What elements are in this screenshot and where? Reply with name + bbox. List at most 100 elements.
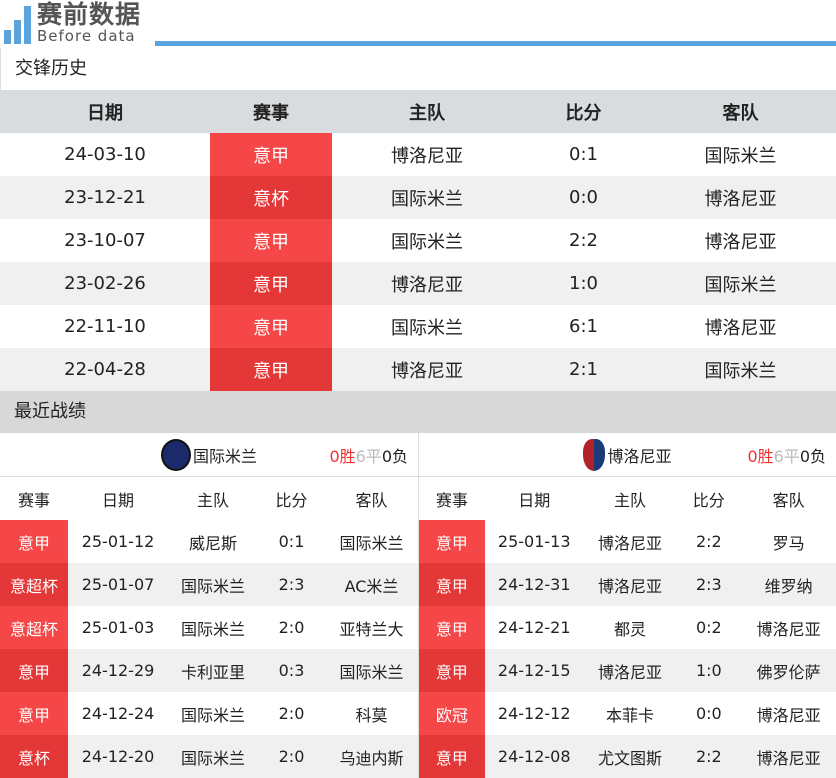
- away-team-cell: 国际米兰: [704, 145, 777, 167]
- divider: [155, 41, 836, 46]
- column-header: 主队: [409, 102, 445, 124]
- bar-chart-icon: [4, 4, 31, 44]
- date-cell: 24-12-15: [497, 661, 571, 680]
- table-row: 意超杯 25-01-07 国际米兰 2:3 AC米兰: [0, 563, 418, 606]
- column-header: 赛事: [435, 490, 468, 510]
- competition-cell: 意甲: [210, 133, 332, 176]
- team-name: 博洛尼亚: [607, 446, 672, 466]
- home-team-cell: 本菲卡: [605, 705, 654, 725]
- date-cell: 23-12-21: [64, 187, 146, 208]
- table-row: 意甲 24-12-29 卡利亚里 0:3 国际米兰: [0, 649, 418, 692]
- score-cell: 0:0: [695, 704, 722, 723]
- score-cell: 6:1: [569, 316, 598, 337]
- team-header: 国际米兰 0胜6平0负: [0, 433, 418, 477]
- table-row: 24-03-10 意甲 博洛尼亚 0:1 国际米兰: [0, 133, 836, 176]
- team-crest-icon: [160, 438, 191, 471]
- away-team-cell: 博洛尼亚: [704, 188, 777, 210]
- team-panel: 博洛尼亚 0胜6平0负 赛事 日期 主队 比分 客队 意甲 25-01-13 博洛尼亚 2:2 罗马意…: [418, 433, 836, 778]
- home-team-cell: 国际米兰: [180, 576, 245, 596]
- column-header: 比分: [565, 102, 602, 124]
- home-team-cell: 国际米兰: [391, 317, 463, 339]
- score-cell: 2:2: [695, 747, 722, 766]
- away-team-cell: 博洛尼亚: [756, 705, 821, 725]
- column-header: 比分: [275, 490, 308, 510]
- away-team-cell: 佛罗伦萨: [756, 662, 821, 682]
- column-header: 客队: [355, 490, 388, 510]
- home-team-cell: 尤文图斯: [597, 748, 662, 768]
- team-crest-icon: [583, 438, 606, 471]
- table-row: 意甲 24-12-08 尤文图斯 2:2 博洛尼亚: [419, 735, 836, 778]
- home-team-cell: 威尼斯: [188, 533, 237, 553]
- date-cell: 24-12-20: [81, 747, 155, 766]
- away-team-cell: 乌迪内斯: [339, 748, 404, 768]
- home-team-cell: 国际米兰: [391, 188, 463, 210]
- competition-cell: 意超杯: [0, 606, 68, 649]
- date-cell: 25-01-07: [81, 575, 155, 594]
- date-cell: 24-12-31: [497, 575, 571, 594]
- away-team-cell: 博洛尼亚: [704, 317, 777, 339]
- team-header: 博洛尼亚 0胜6平0负: [419, 433, 836, 477]
- away-team-cell: 博洛尼亚: [704, 231, 777, 253]
- column-header: 主队: [196, 490, 229, 510]
- competition-cell: 意甲: [210, 348, 332, 391]
- table-row: 22-04-28 意甲 博洛尼亚 2:1 国际米兰: [0, 348, 836, 391]
- score-cell: 2:0: [278, 747, 305, 766]
- home-team-cell: 博洛尼亚: [391, 274, 463, 296]
- score-cell: 2:0: [278, 618, 305, 637]
- away-team-cell: 维罗纳: [764, 576, 813, 596]
- losses: 0负: [799, 446, 826, 466]
- date-cell: 25-01-03: [81, 618, 155, 637]
- date-cell: 25-01-12: [81, 532, 155, 551]
- team-record: 0胜6平0负: [747, 443, 826, 467]
- table-row: 意甲 24-12-15 博洛尼亚 1:0 佛罗伦萨: [419, 649, 836, 692]
- column-header: 日期: [518, 490, 551, 510]
- home-team-cell: 博洛尼亚: [597, 662, 662, 682]
- competition-cell: 意甲: [0, 520, 68, 563]
- home-team-cell: 都灵: [613, 619, 646, 639]
- competition-cell: 意甲: [210, 305, 332, 348]
- column-header: 赛事: [17, 490, 50, 510]
- h2h-title: 交锋历史: [0, 48, 836, 90]
- h2h-table: 日期 赛事 主队 比分 客队 24-03-10 意甲 博洛尼亚 0:1 国际米兰 23-12-21 意…: [0, 90, 836, 391]
- score-cell: 0:3: [278, 661, 305, 680]
- column-header: 日期: [101, 490, 134, 510]
- logo-en: Before data: [37, 27, 136, 45]
- date-cell: 24-12-08: [497, 747, 571, 766]
- table-row: 意杯 24-12-20 国际米兰 2:0 乌迪内斯: [0, 735, 418, 778]
- competition-cell: 意甲: [419, 649, 485, 692]
- home-team-cell: 国际米兰: [180, 748, 245, 768]
- score-cell: 2:3: [278, 575, 305, 594]
- date-cell: 25-01-13: [497, 532, 571, 551]
- column-header: 比分: [692, 490, 725, 510]
- team-record: 0胜6平0负: [329, 443, 408, 467]
- score-cell: 0:2: [695, 618, 722, 637]
- team-panel: 国际米兰 0胜6平0负 赛事 日期 主队 比分 客队 意甲 25-01-12 威尼斯 0:1 国际米兰…: [0, 433, 418, 778]
- competition-cell: 欧冠: [419, 692, 485, 735]
- date-cell: 23-10-07: [64, 230, 146, 251]
- table-row: 23-10-07 意甲 国际米兰 2:2 博洛尼亚: [0, 219, 836, 262]
- date-cell: 22-04-28: [64, 359, 146, 380]
- table-row: 意超杯 25-01-03 国际米兰 2:0 亚特兰大: [0, 606, 418, 649]
- away-team-cell: AC米兰: [344, 576, 399, 596]
- score-cell: 2:0: [278, 704, 305, 723]
- table-row: 意甲 24-12-31 博洛尼亚 2:3 维罗纳: [419, 563, 836, 606]
- draws: 6平: [355, 446, 382, 466]
- recent-panels: 国际米兰 0胜6平0负 赛事 日期 主队 比分 客队 意甲 25-01-12 威尼斯 0:1 国际米兰…: [0, 433, 836, 778]
- losses: 0负: [381, 446, 408, 466]
- table-row: 22-11-10 意甲 国际米兰 6:1 博洛尼亚: [0, 305, 836, 348]
- date-cell: 22-11-10: [64, 316, 146, 337]
- score-cell: 2:2: [569, 230, 598, 251]
- logo: 赛前数据 Before data: [4, 2, 141, 44]
- table-header: 日期 赛事 主队 比分 客队: [0, 90, 836, 133]
- home-team-cell: 博洛尼亚: [391, 145, 463, 167]
- home-team-cell: 国际米兰: [391, 231, 463, 253]
- competition-cell: 意甲: [0, 649, 68, 692]
- score-cell: 2:1: [569, 359, 598, 380]
- away-team-cell: 国际米兰: [704, 274, 777, 296]
- score-cell: 2:3: [695, 575, 722, 594]
- competition-cell: 意甲: [0, 692, 68, 735]
- wins: 0胜: [747, 446, 774, 466]
- home-team-cell: 博洛尼亚: [597, 576, 662, 596]
- away-team-cell: 博洛尼亚: [756, 619, 821, 639]
- date-cell: 24-12-12: [497, 704, 571, 723]
